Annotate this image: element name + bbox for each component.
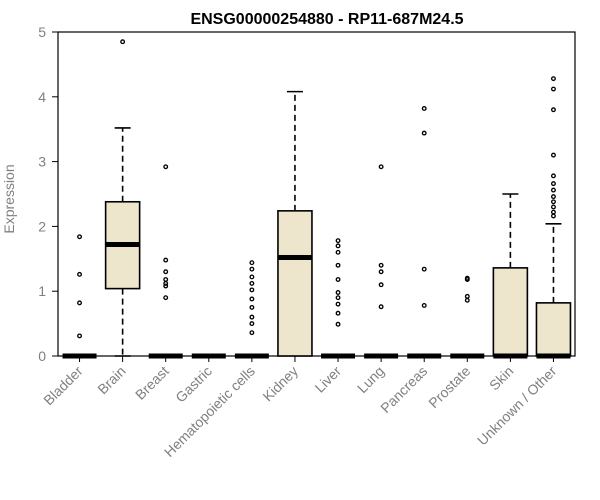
outlier-liver bbox=[335, 277, 341, 282]
outlier-prostate bbox=[464, 297, 470, 303]
outlier-unknown-other bbox=[551, 194, 556, 200]
outlier-breast bbox=[163, 280, 169, 286]
outlier-breast bbox=[163, 283, 169, 289]
outlier-breast bbox=[163, 295, 169, 301]
outlier-liver bbox=[335, 243, 341, 249]
outlier-lung bbox=[378, 304, 384, 310]
outlier-unknown-other bbox=[551, 173, 556, 179]
outlier-pancreas bbox=[421, 106, 427, 111]
outlier-hematopoietic-cells bbox=[249, 321, 255, 327]
outlier-breast bbox=[163, 164, 169, 170]
y-tick-label: 4 bbox=[38, 89, 46, 105]
outlier-unknown-other bbox=[551, 181, 556, 187]
outlier-pancreas bbox=[421, 130, 427, 136]
outlier-hematopoietic-cells bbox=[249, 330, 255, 336]
outlier-prostate bbox=[464, 293, 470, 299]
y-tick-label: 1 bbox=[38, 283, 46, 299]
outlier-liver bbox=[335, 295, 341, 301]
outlier-unknown-other bbox=[551, 152, 556, 158]
outlier-hematopoietic-cells bbox=[249, 304, 255, 310]
outlier-hematopoietic-cells bbox=[249, 287, 255, 293]
outlier-liver bbox=[335, 321, 341, 327]
outlier-lung bbox=[378, 282, 384, 288]
outlier-unknown-other bbox=[551, 209, 556, 215]
outlier-unknown-other bbox=[551, 204, 556, 210]
outlier-unknown-other bbox=[551, 86, 556, 92]
outlier-liver bbox=[335, 238, 341, 244]
outlier-hematopoietic-cells bbox=[249, 280, 255, 286]
outlier-bladder bbox=[77, 271, 82, 277]
outlier-unknown-other bbox=[551, 187, 556, 193]
outlier-hematopoietic-cells bbox=[249, 296, 255, 302]
chart-title: ENSG00000254880 - RP11-687M24.5 bbox=[190, 11, 463, 28]
outlier-lung bbox=[378, 262, 384, 268]
x-tick-label-skin: Skin bbox=[486, 363, 517, 394]
outlier-liver bbox=[335, 262, 341, 268]
x-tick-label-brain: Brain bbox=[94, 363, 128, 397]
box-unknown-other bbox=[535, 302, 572, 357]
y-tick-label: 0 bbox=[38, 348, 46, 364]
outlier-liver bbox=[335, 290, 341, 295]
outlier-liver bbox=[335, 301, 341, 307]
outlier-bladder bbox=[77, 300, 82, 306]
x-tick-label-breast: Breast bbox=[132, 363, 172, 403]
outlier-breast bbox=[163, 269, 169, 275]
outlier-breast bbox=[163, 257, 169, 263]
y-tick-label: 5 bbox=[38, 24, 46, 40]
outlier-liver bbox=[335, 310, 341, 316]
y-tick-label: 2 bbox=[38, 218, 46, 234]
outlier-lung bbox=[378, 269, 384, 275]
x-tick-label-prostate: Prostate bbox=[425, 363, 473, 411]
outlier-pancreas bbox=[421, 303, 427, 308]
plot-frame bbox=[57, 31, 576, 357]
outlier-breast bbox=[163, 277, 169, 282]
outlier-unknown-other bbox=[551, 76, 556, 82]
x-tick-label-pancreas: Pancreas bbox=[377, 363, 430, 416]
x-tick-label-lung: Lung bbox=[354, 363, 387, 396]
outlier-liver bbox=[335, 249, 341, 255]
outlier-pancreas bbox=[421, 266, 427, 272]
outlier-brain bbox=[120, 39, 126, 45]
x-tick-label-kidney: Kidney bbox=[259, 363, 301, 405]
y-axis-label: Expression bbox=[1, 164, 17, 233]
outlier-hematopoietic-cells bbox=[249, 314, 255, 320]
outlier-unknown-other bbox=[551, 199, 556, 205]
outlier-hematopoietic-cells bbox=[249, 274, 255, 280]
x-tick-label-unknown-other: Unknown / Other bbox=[474, 363, 560, 449]
y-tick-label: 3 bbox=[38, 154, 46, 170]
outlier-lung bbox=[378, 164, 384, 170]
x-tick-label-liver: Liver bbox=[311, 363, 344, 396]
outlier-hematopoietic-cells bbox=[249, 260, 255, 266]
outlier-unknown-other bbox=[551, 107, 556, 113]
outlier-bladder bbox=[77, 333, 82, 339]
outlier-bladder bbox=[77, 234, 82, 240]
outlier-prostate bbox=[464, 275, 470, 281]
outlier-hematopoietic-cells bbox=[249, 266, 255, 272]
x-tick-label-bladder: Bladder bbox=[40, 363, 86, 409]
box-kidney bbox=[277, 210, 313, 357]
box-skin bbox=[492, 267, 529, 357]
x-tick-label-gastric: Gastric bbox=[172, 363, 215, 406]
outlier-unknown-other bbox=[551, 213, 556, 219]
